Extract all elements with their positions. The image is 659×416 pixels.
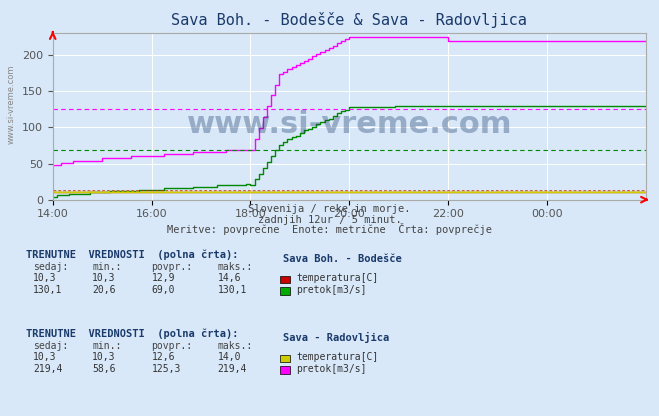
- Text: 14,0: 14,0: [217, 352, 241, 362]
- Text: 130,1: 130,1: [33, 285, 63, 295]
- Text: www.si-vreme.com: www.si-vreme.com: [186, 110, 512, 139]
- Text: 69,0: 69,0: [152, 285, 175, 295]
- Text: 12,6: 12,6: [152, 352, 175, 362]
- Text: 10,3: 10,3: [92, 273, 116, 283]
- Text: 219,4: 219,4: [217, 364, 247, 374]
- Text: Meritve: povprečne  Enote: metrične  Črta: povprečje: Meritve: povprečne Enote: metrične Črta:…: [167, 223, 492, 235]
- Text: sedaj:: sedaj:: [33, 262, 68, 272]
- Text: 14,6: 14,6: [217, 273, 241, 283]
- Text: maks.:: maks.:: [217, 262, 252, 272]
- Text: povpr.:: povpr.:: [152, 262, 192, 272]
- Text: povpr.:: povpr.:: [152, 341, 192, 351]
- Text: temperatura[C]: temperatura[C]: [297, 273, 379, 283]
- Text: sedaj:: sedaj:: [33, 341, 68, 351]
- Text: Sava - Radovljica: Sava - Radovljica: [283, 332, 389, 343]
- Text: maks.:: maks.:: [217, 341, 252, 351]
- Text: Slovenija / reke in morje.: Slovenija / reke in morje.: [248, 204, 411, 214]
- Text: TRENUTNE  VREDNOSTI  (polna črta):: TRENUTNE VREDNOSTI (polna črta):: [26, 329, 239, 339]
- Text: Sava Boh. - Bodešče: Sava Boh. - Bodešče: [283, 254, 402, 264]
- Title: Sava Boh. - Bodešče & Sava - Radovljica: Sava Boh. - Bodešče & Sava - Radovljica: [171, 12, 527, 28]
- Text: temperatura[C]: temperatura[C]: [297, 352, 379, 362]
- Text: 10,3: 10,3: [92, 352, 116, 362]
- Text: 130,1: 130,1: [217, 285, 247, 295]
- Text: 219,4: 219,4: [33, 364, 63, 374]
- Text: 12,9: 12,9: [152, 273, 175, 283]
- Text: min.:: min.:: [92, 341, 122, 351]
- Text: 58,6: 58,6: [92, 364, 116, 374]
- Text: 10,3: 10,3: [33, 273, 57, 283]
- Text: 20,6: 20,6: [92, 285, 116, 295]
- Text: 10,3: 10,3: [33, 352, 57, 362]
- Text: zadnjih 12ur / 5 minut.: zadnjih 12ur / 5 minut.: [258, 215, 401, 225]
- Text: 125,3: 125,3: [152, 364, 181, 374]
- Text: pretok[m3/s]: pretok[m3/s]: [297, 364, 367, 374]
- Text: TRENUTNE  VREDNOSTI  (polna črta):: TRENUTNE VREDNOSTI (polna črta):: [26, 250, 239, 260]
- Text: www.si-vreme.com: www.si-vreme.com: [7, 64, 16, 144]
- Text: pretok[m3/s]: pretok[m3/s]: [297, 285, 367, 295]
- Text: min.:: min.:: [92, 262, 122, 272]
